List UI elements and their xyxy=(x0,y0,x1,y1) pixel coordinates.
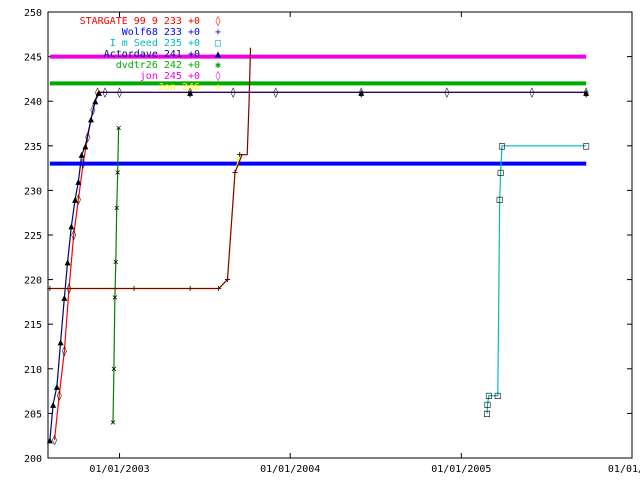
legend-label: Actordave 241 +0 xyxy=(104,49,200,60)
series-0: ◊◊◊◊◊◊◊◊◊◊ ◊ ◊ ◊ ◊ ◊ ◊ ◊ ◊ ◊ xyxy=(52,86,590,446)
data-point: ▲ xyxy=(82,141,88,152)
data-point: □ xyxy=(583,141,589,152)
series-layer: ◊◊◊◊◊◊◊◊◊◊ ◊ ◊ ◊ ◊ ◊ ◊ ◊ ◊ ◊□□□ □□□□ □▲▲▲▲▲▲▲▲▲▲▲▲▲… xyxy=(47,47,590,446)
y-tick-label: 230 xyxy=(24,186,42,197)
data-point: × xyxy=(116,123,122,134)
series-line xyxy=(112,127,120,423)
chart-axes xyxy=(47,11,633,459)
legend-marker: □ xyxy=(215,38,221,49)
data-point: ▲ xyxy=(88,114,94,125)
legend-marker: ▲ xyxy=(215,49,221,60)
legend-label: dvdtr26 242 +0 xyxy=(116,60,200,71)
y-tick-label: 235 xyxy=(24,142,42,153)
data-point: + xyxy=(47,284,53,295)
x-tick-label: 01/01/2004 xyxy=(260,464,320,475)
y-tick-label: 210 xyxy=(24,365,42,376)
data-point: ◊ xyxy=(56,390,62,402)
data-point: × xyxy=(111,364,117,375)
data-point: × xyxy=(110,417,116,428)
data-point: ▲ xyxy=(72,194,78,205)
series-line xyxy=(49,154,241,290)
legend-label: I m Seed 235 +0 xyxy=(110,38,200,49)
series-6: + + + ++++ xyxy=(47,150,243,295)
legend-marker: ◊ xyxy=(215,70,221,82)
series-line xyxy=(486,145,587,414)
x-tick-label: 01/01/2003 xyxy=(89,464,149,475)
data-point: ▲ xyxy=(65,257,71,268)
x-tick-label: 01/01/20 xyxy=(608,464,640,475)
legend-label: Jon 246 xyxy=(158,82,200,93)
series-3: ▲▲▲▲▲▲▲▲▲▲▲▲▲▲ ▲ ▲ ▲ xyxy=(47,87,589,446)
x-tick-label: 01/01/2005 xyxy=(431,464,491,475)
legend-marker: + xyxy=(215,82,221,93)
y-tick-label: 200 xyxy=(24,454,42,465)
data-point: ▲ xyxy=(68,221,74,232)
data-point: ◊ xyxy=(52,434,58,446)
series-line xyxy=(53,91,587,441)
y-tick-label: 220 xyxy=(24,276,42,287)
legend-marker: ✱ xyxy=(215,60,221,71)
series-line xyxy=(49,47,252,290)
y-tick-labels: 200 205 210 215 220 225 230 235 240 245 250 xyxy=(24,8,42,465)
data-point: ◊ xyxy=(61,345,67,357)
data-point: × xyxy=(113,257,119,268)
data-point: ▲ xyxy=(79,150,85,161)
series-7: × × × × × × × xyxy=(110,123,122,428)
data-point: × xyxy=(114,203,120,214)
series-2: □□□ □□□□ □ xyxy=(484,141,589,420)
y-tick-label: 250 xyxy=(24,8,42,19)
data-point: ▲ xyxy=(92,96,98,107)
y-tick-label: 240 xyxy=(24,97,42,108)
legend-label: jon 245 +0 xyxy=(140,71,200,82)
data-point: × xyxy=(115,168,121,179)
data-point: ▲ xyxy=(58,337,64,348)
data-point: ▲ xyxy=(96,87,102,98)
data-point: ▲ xyxy=(54,382,60,393)
data-point: □ xyxy=(486,391,492,402)
data-point: × xyxy=(112,292,118,303)
legend-label: STARGATE 99 9 233 +0 xyxy=(80,16,200,27)
y-tick-label: 215 xyxy=(24,320,42,331)
y-tick-label: 245 xyxy=(24,53,42,64)
data-point: ▲ xyxy=(75,176,81,187)
data-point: ▲ xyxy=(47,435,53,446)
data-point: □ xyxy=(498,168,504,179)
plot-frame xyxy=(47,11,633,459)
data-point: □ xyxy=(484,408,490,419)
data-point: ▲ xyxy=(50,399,56,410)
y-tick-label: 205 xyxy=(24,409,42,420)
data-point: □ xyxy=(497,194,503,205)
legend-label: Wolf68 233 +0 xyxy=(122,27,200,38)
data-point: ▲ xyxy=(583,87,589,98)
series-line xyxy=(49,91,587,441)
data-point: ◊ xyxy=(71,229,77,241)
legend: STARGATE 99 9 233 +0 ◊ Wolf68 233 +0 + I m S… xyxy=(80,15,221,93)
data-point: ▲ xyxy=(358,87,364,98)
data-point: ◊ xyxy=(95,86,101,98)
data-point: □ xyxy=(485,399,491,410)
series-8 xyxy=(49,47,252,290)
data-point: □ xyxy=(495,391,501,402)
data-point: □ xyxy=(499,141,505,152)
legend-marker: + xyxy=(215,27,221,38)
y-tick-label: 225 xyxy=(24,231,42,242)
x-tick-labels: 01/01/2003 01/01/2004 01/01/2005 01/01/20 xyxy=(89,464,640,475)
data-point: + xyxy=(237,150,243,161)
data-point: ▲ xyxy=(187,87,193,98)
data-point: ◊ xyxy=(75,193,81,205)
data-point: ▲ xyxy=(61,292,67,303)
legend-marker: ◊ xyxy=(215,15,221,27)
